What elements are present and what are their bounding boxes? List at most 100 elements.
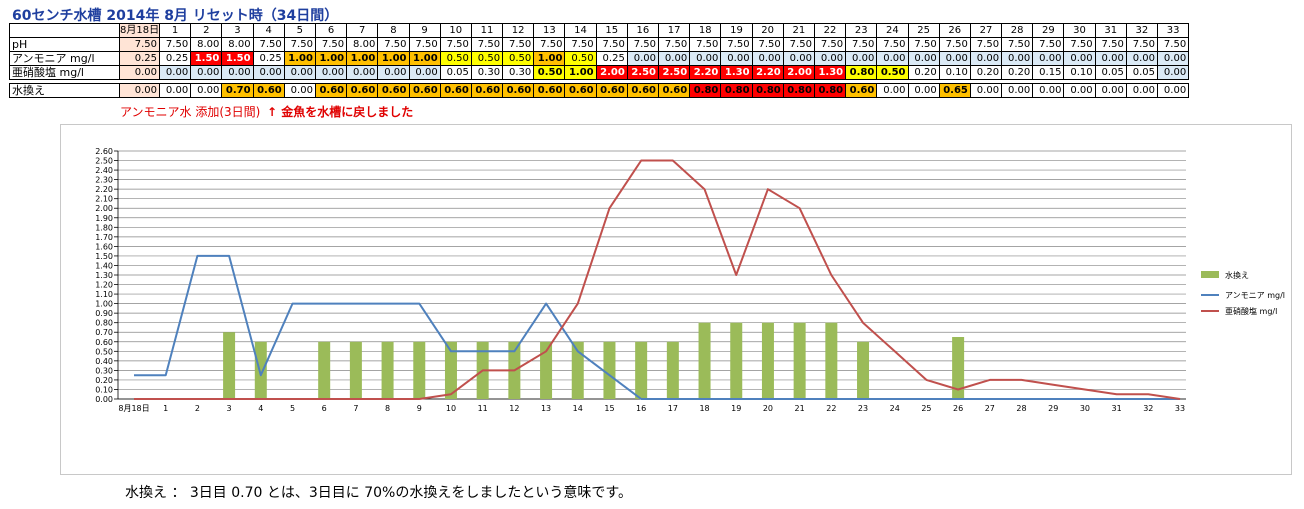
table-cell: 0.00 bbox=[119, 65, 160, 80]
table-cell: 7.50 bbox=[119, 37, 160, 52]
table-header-row: 8月18日 1 2 3 4 5 6 7 8 9 10 11 12 13 14 15 16 17 18 19 20 21 22… bbox=[9, 23, 1190, 38]
table-cell: 0.65 bbox=[938, 83, 971, 98]
y-tick-label: 1.90 bbox=[95, 214, 113, 223]
table-cell: 2.00 bbox=[595, 65, 628, 80]
table-cell: 0.00 bbox=[1156, 51, 1190, 66]
table-cell: 7.50 bbox=[1094, 37, 1127, 52]
table-cell: 0.50 bbox=[533, 65, 566, 80]
table-cell: 0.00 bbox=[720, 51, 753, 66]
table-header-cell: 8月18日 bbox=[119, 23, 160, 38]
table-cell: 0.20 bbox=[969, 65, 1003, 80]
x-tick-label: 12 bbox=[509, 404, 519, 413]
table-cell: 7.50 bbox=[751, 37, 784, 52]
y-tick-label: 2.40 bbox=[95, 166, 113, 175]
bar bbox=[698, 322, 711, 399]
table-cell: 0.60 bbox=[626, 83, 660, 98]
table-cell: 0.00 bbox=[907, 51, 940, 66]
x-tick-label: 18 bbox=[699, 404, 709, 413]
table-header-cell: 29 bbox=[1032, 23, 1065, 38]
bar bbox=[793, 322, 806, 399]
bar bbox=[223, 332, 236, 399]
table-header-cell: 7 bbox=[346, 23, 379, 38]
ammonia-add-note: アンモニア水 添加(3日間) bbox=[120, 105, 261, 119]
x-tick-label: 9 bbox=[417, 404, 422, 413]
table-header-cell: 9 bbox=[408, 23, 441, 38]
x-tick-label: 23 bbox=[858, 404, 868, 413]
y-tick-label: 2.60 bbox=[95, 147, 113, 156]
x-tick-label: 27 bbox=[985, 404, 995, 413]
table-cell: 7.50 bbox=[470, 37, 504, 52]
table-cell: 0.00 bbox=[408, 65, 441, 80]
table-row: 水換え 0.00 0.00 0.00 0.70 0.60 0.00 0.60 0.60 0.60 0… bbox=[9, 83, 1190, 98]
table-cell: 7.50 bbox=[813, 37, 847, 52]
table-cell: 8.00 bbox=[221, 37, 254, 52]
table-cell: 7.50 bbox=[533, 37, 566, 52]
table-header-cell: 17 bbox=[657, 23, 691, 38]
table-cell: 7.50 bbox=[439, 37, 472, 52]
x-tick-label: 26 bbox=[953, 404, 963, 413]
table-header-cell: 31 bbox=[1094, 23, 1127, 38]
x-tick-label: 3 bbox=[227, 404, 232, 413]
series-line bbox=[134, 254, 1180, 400]
y-tick-label: 2.00 bbox=[95, 204, 113, 213]
table-cell: 7.50 bbox=[1156, 37, 1190, 52]
table-cell: 0.60 bbox=[657, 83, 691, 98]
table-header-cell: 10 bbox=[439, 23, 472, 38]
table-cell: 7.50 bbox=[252, 37, 285, 52]
bar bbox=[381, 341, 394, 399]
table-cell: 0.20 bbox=[907, 65, 940, 80]
x-tick-label: 22 bbox=[826, 404, 836, 413]
x-tick-label: 15 bbox=[604, 404, 614, 413]
table-cell: 2.00 bbox=[782, 65, 815, 80]
x-tick-label: 10 bbox=[446, 404, 456, 413]
table-cell: 7.50 bbox=[283, 37, 316, 52]
y-tick-label: 1.80 bbox=[95, 223, 113, 232]
data-table: 8月18日 1 2 3 4 5 6 7 8 9 10 11 12 13 14 15 16 17 18 19 20 21 22… bbox=[9, 23, 1190, 98]
table-corner bbox=[9, 23, 120, 38]
x-tick-label: 25 bbox=[921, 404, 931, 413]
x-tick-label: 28 bbox=[1016, 404, 1026, 413]
x-tick-label: 6 bbox=[322, 404, 327, 413]
table-cell: 0.15 bbox=[1032, 65, 1065, 80]
table-cell: 0.60 bbox=[377, 83, 410, 98]
table-cell: 7.50 bbox=[1063, 37, 1096, 52]
bar bbox=[666, 341, 679, 399]
table-cell: 7.50 bbox=[969, 37, 1003, 52]
table-header-cell: 18 bbox=[689, 23, 722, 38]
table-cell: 0.05 bbox=[439, 65, 472, 80]
table-cell: 0.50 bbox=[502, 51, 535, 66]
x-tick-label: 29 bbox=[1048, 404, 1058, 413]
legend-label: 亜硝酸塩 mg/l bbox=[1225, 306, 1277, 316]
table-cell: 0.00 bbox=[969, 83, 1003, 98]
table-cell: 0.25 bbox=[252, 51, 285, 66]
bar bbox=[825, 322, 838, 399]
table-cell: 0.00 bbox=[119, 83, 160, 98]
bar bbox=[254, 341, 267, 399]
table-cell: 0.00 bbox=[158, 65, 192, 80]
table-header-cell: 32 bbox=[1125, 23, 1159, 38]
table-cell: 0.00 bbox=[190, 65, 223, 80]
table-header-cell: 4 bbox=[252, 23, 285, 38]
table-cell: 0.00 bbox=[657, 51, 691, 66]
x-tick-label: 13 bbox=[541, 404, 551, 413]
table-cell: 0.00 bbox=[346, 65, 379, 80]
table-cell: 0.00 bbox=[1125, 51, 1159, 66]
table-header-cell: 8 bbox=[377, 23, 410, 38]
table-cell: 1.00 bbox=[346, 51, 379, 66]
x-tick-label: 11 bbox=[478, 404, 488, 413]
y-tick-label: 1.60 bbox=[95, 242, 113, 251]
y-tick-label: 1.20 bbox=[95, 281, 113, 290]
x-tick-label: 21 bbox=[795, 404, 805, 413]
table-cell: 7.50 bbox=[782, 37, 815, 52]
y-tick-label: 1.30 bbox=[95, 271, 113, 280]
table-cell: 0.05 bbox=[1094, 65, 1127, 80]
table-cell: 0.00 bbox=[1032, 83, 1065, 98]
table-cell: 1.00 bbox=[564, 65, 597, 80]
bar bbox=[730, 322, 743, 399]
table-cell: 0.00 bbox=[689, 51, 722, 66]
y-tick-label: 0.50 bbox=[95, 347, 113, 356]
table-cell: 0.00 bbox=[1032, 51, 1065, 66]
table-cell: 7.50 bbox=[564, 37, 597, 52]
table-header-cell: 15 bbox=[595, 23, 628, 38]
y-tick-label: 0.30 bbox=[95, 366, 113, 375]
